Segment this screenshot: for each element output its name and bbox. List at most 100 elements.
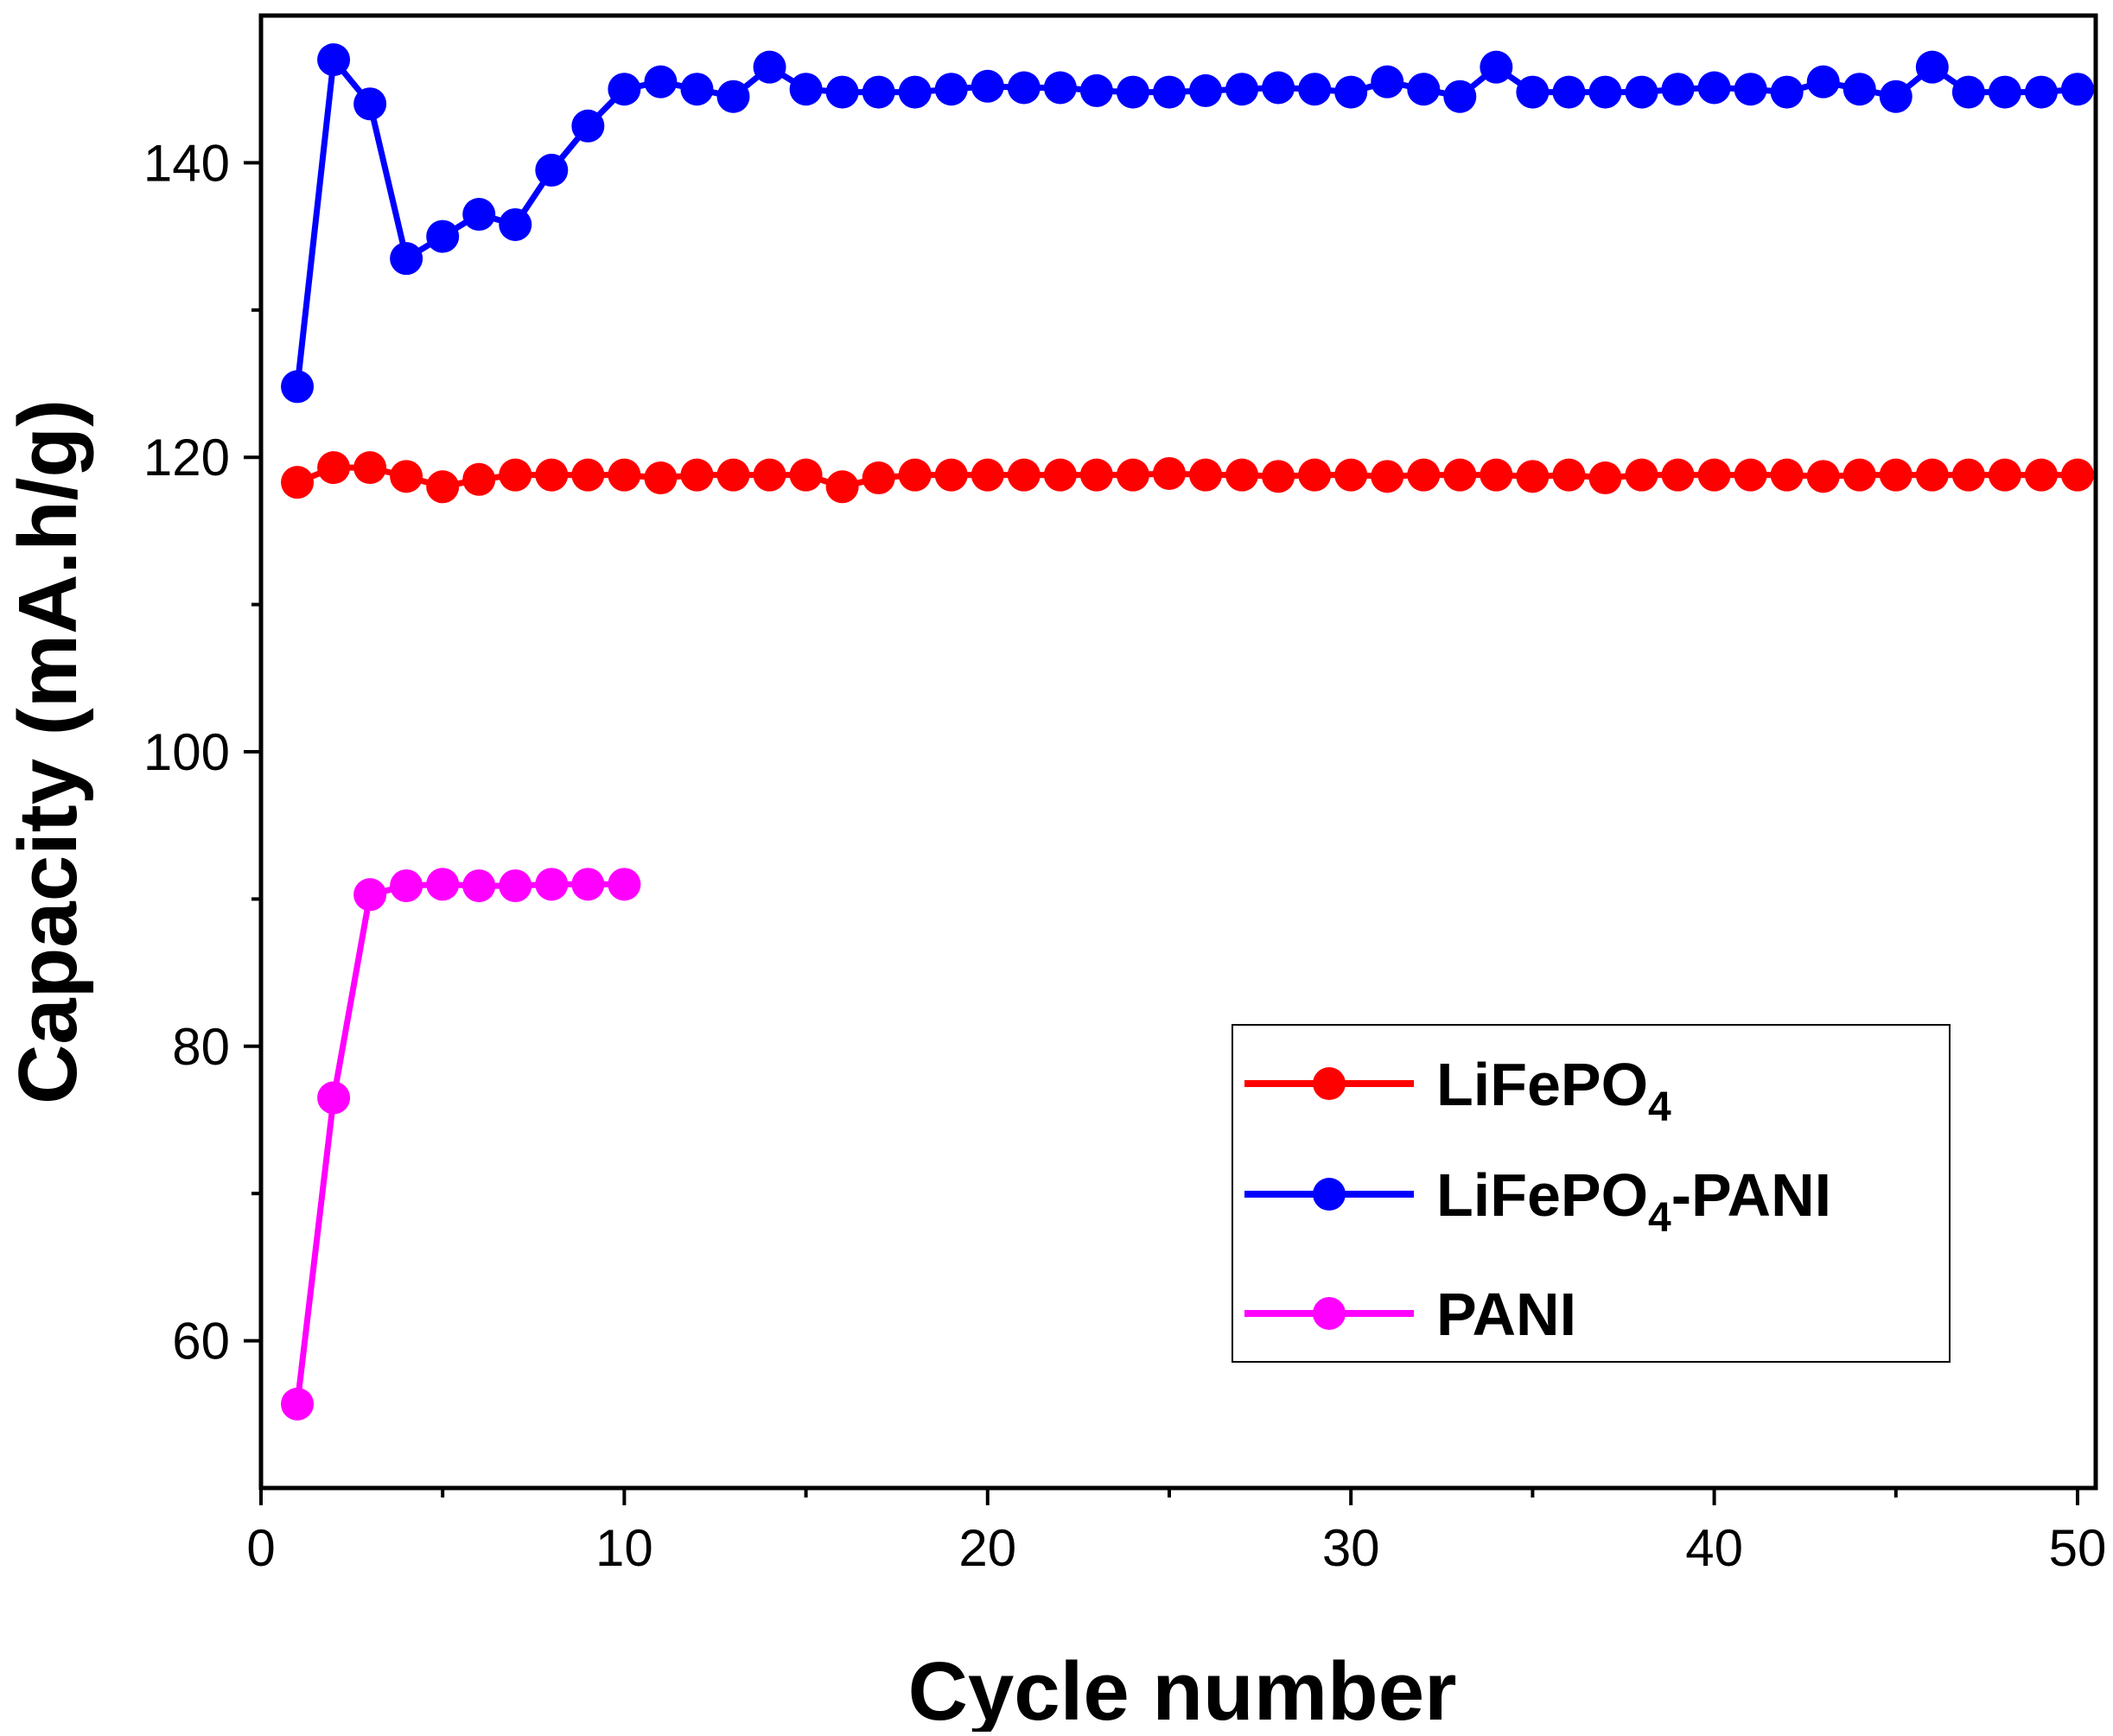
data-point <box>1588 461 1622 495</box>
data-point <box>1806 460 1840 493</box>
data-point <box>1298 458 1332 492</box>
data-point <box>1516 75 1550 109</box>
data-point <box>1189 458 1223 492</box>
legend-label-suffix: -PANI <box>1671 1161 1831 1229</box>
data-point <box>1443 458 1477 492</box>
legend-entry: LiFePO4 <box>1244 1051 1671 1130</box>
legend-label: LiFePO4 <box>1436 1051 1671 1130</box>
data-point <box>1915 50 1949 84</box>
data-point <box>535 868 569 901</box>
data-point <box>390 460 423 493</box>
data-point <box>499 869 532 903</box>
series-pani <box>281 868 641 1421</box>
axis-tick-labels: 0 10 20 30 40 50 60 80 100 120 140 <box>143 134 2106 1577</box>
data-point <box>789 458 823 492</box>
legend-entry: PANI <box>1244 1281 1576 1348</box>
data-point <box>753 458 786 492</box>
data-point <box>535 458 569 492</box>
data-point <box>608 868 641 901</box>
data-point <box>898 75 932 109</box>
legend-label: PANI <box>1436 1281 1576 1348</box>
data-point <box>680 73 714 106</box>
data-point <box>571 458 605 492</box>
data-point <box>317 1081 351 1115</box>
data-point <box>2060 458 2094 492</box>
data-point <box>426 868 460 901</box>
data-series <box>281 43 2094 1421</box>
data-point <box>862 75 895 109</box>
data-point <box>353 451 387 485</box>
y-tick-label: 60 <box>172 1313 230 1370</box>
data-point <box>934 458 968 492</box>
data-point <box>2060 73 2094 106</box>
data-point <box>462 462 496 496</box>
series-lifepo4-pani <box>281 43 2094 404</box>
data-point <box>971 458 1004 492</box>
data-point <box>426 470 460 504</box>
y-tick-label: 120 <box>143 429 230 486</box>
data-point <box>1334 75 1368 109</box>
x-tick-label: 10 <box>595 1519 653 1577</box>
data-point <box>1697 71 1731 105</box>
data-point <box>1843 73 1876 106</box>
data-point <box>1879 458 1913 492</box>
legend-entry: LiFePO4-PANI <box>1244 1161 1831 1241</box>
series-line <box>294 881 625 1405</box>
data-point <box>1770 458 1804 492</box>
data-point <box>1843 458 1876 492</box>
data-point <box>1625 75 1658 109</box>
data-point <box>317 451 351 485</box>
series-line <box>294 56 2078 387</box>
data-point <box>1480 458 1513 492</box>
x-axis-title: Cycle number <box>908 1645 1457 1732</box>
data-point <box>862 461 895 495</box>
data-point <box>1552 75 1586 109</box>
data-point <box>934 73 968 106</box>
legend-label-base: PANI <box>1436 1281 1576 1348</box>
data-point <box>1951 75 1985 109</box>
data-point <box>1371 460 1404 493</box>
legend-label-subscript: 4 <box>1648 1195 1671 1241</box>
data-point <box>1951 458 1985 492</box>
data-point <box>317 43 351 77</box>
data-point <box>1043 458 1077 492</box>
data-point <box>1806 65 1840 99</box>
data-point <box>1298 73 1332 106</box>
data-point <box>608 458 641 492</box>
data-point <box>1371 65 1404 99</box>
data-point <box>281 466 315 499</box>
data-point <box>1079 73 1113 107</box>
data-point <box>1625 458 1658 492</box>
data-point <box>462 869 496 903</box>
data-point <box>1697 458 1731 492</box>
y-tick-label: 100 <box>143 723 230 781</box>
data-point <box>462 198 496 232</box>
data-point <box>716 79 750 113</box>
data-point <box>1225 458 1259 492</box>
y-tick-label: 140 <box>143 134 230 192</box>
legend-label-base: LiFePO <box>1436 1161 1648 1229</box>
data-point <box>789 73 823 106</box>
data-point <box>1116 458 1149 492</box>
data-point <box>499 207 532 241</box>
data-point <box>535 153 569 187</box>
y-axis-title: Capacity (mA.h/g) <box>2 399 94 1104</box>
data-point <box>1734 73 1767 106</box>
data-point <box>353 87 387 121</box>
data-point <box>390 242 423 276</box>
data-point <box>1734 458 1767 492</box>
legend-marker-swatch <box>1313 1178 1346 1211</box>
data-point <box>644 65 678 99</box>
data-point <box>1152 75 1186 109</box>
data-point <box>1262 71 1295 105</box>
data-point <box>1079 458 1113 492</box>
series-lifepo4 <box>281 451 2094 504</box>
data-point <box>1552 458 1586 492</box>
data-point <box>1007 458 1041 492</box>
data-point <box>1588 75 1622 109</box>
data-point <box>1915 458 1949 492</box>
data-point <box>1189 73 1223 107</box>
